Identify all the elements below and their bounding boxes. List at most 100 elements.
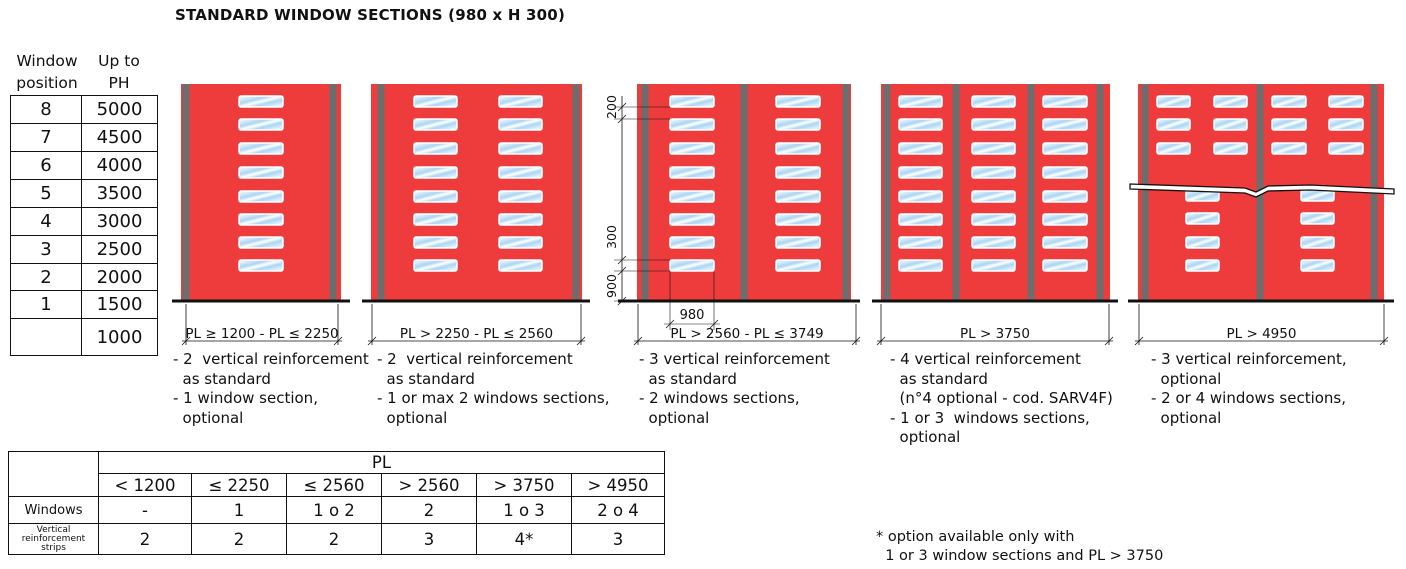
pl-cell: 3 xyxy=(381,523,477,555)
window-section xyxy=(413,213,458,226)
window-section xyxy=(1185,236,1220,249)
window-section xyxy=(775,95,821,108)
pl-row-label: Windows xyxy=(8,496,99,524)
window-section xyxy=(669,190,715,203)
window-section xyxy=(971,236,1016,249)
window-section xyxy=(1042,95,1088,108)
vertical-reinforcement-strip xyxy=(740,84,748,300)
window-section xyxy=(413,259,458,272)
ph-value: 5000 xyxy=(81,95,158,124)
window-section xyxy=(238,142,284,155)
page-title: STANDARD WINDOW SECTIONS (980 x H 300) xyxy=(175,6,565,24)
window-section xyxy=(413,166,458,179)
pl-column-header: < 1200 xyxy=(98,473,192,497)
vertical-reinforcement-strip xyxy=(952,84,960,300)
dimension-tick xyxy=(367,336,377,346)
window-section xyxy=(413,236,458,249)
window-section xyxy=(971,142,1016,155)
window-section xyxy=(898,95,943,108)
window-section xyxy=(971,95,1016,108)
window-section xyxy=(1156,118,1191,131)
door-panel-1: PL ≥ 1200 - PL ≤ 2250 xyxy=(172,84,350,346)
window-section xyxy=(1156,95,1191,108)
dimension-200-label: 200 xyxy=(604,95,619,119)
position-row: 1 1500 xyxy=(10,290,158,319)
pl-cell: 2 xyxy=(191,523,287,555)
window-section xyxy=(1042,213,1088,226)
panel-3-notes: - 3 vertical reinforcement as standard -… xyxy=(639,350,830,427)
panel-3-dimensions: 200 300 900 980 xyxy=(604,95,720,330)
pl-range-label: PL > 2560 - PL ≤ 3749 xyxy=(670,326,823,342)
window-section xyxy=(413,95,458,108)
pl-cell: 2 o 4 xyxy=(571,496,665,524)
window-section xyxy=(1042,236,1088,249)
vertical-reinforcement-strip xyxy=(641,84,649,300)
dimension-980-label: 980 xyxy=(680,308,705,323)
window-section xyxy=(669,142,715,155)
window-section xyxy=(775,118,821,131)
window-section xyxy=(775,213,821,226)
window-section xyxy=(669,236,715,249)
window-section xyxy=(971,118,1016,131)
window-section xyxy=(498,236,543,249)
window-section xyxy=(498,118,543,131)
pl-column-header: > 2560 xyxy=(381,473,477,497)
pl-cell: 2 xyxy=(286,523,382,555)
pl-cell: 2 xyxy=(381,496,477,524)
vertical-reinforcement-strip xyxy=(883,84,891,300)
window-section xyxy=(1328,118,1364,131)
window-section xyxy=(498,166,543,179)
pl-range-label: PL > 4950 xyxy=(1227,326,1297,342)
window-section xyxy=(498,213,543,226)
door-panel-2: PL > 2250 - PL ≤ 2560 xyxy=(362,84,590,346)
window-section xyxy=(1213,95,1248,108)
window-section xyxy=(1042,166,1088,179)
window-section xyxy=(898,213,943,226)
ph-value: 1500 xyxy=(81,290,158,319)
window-section xyxy=(1213,118,1248,131)
window-section xyxy=(971,213,1016,226)
window-section xyxy=(1213,142,1248,155)
dimension-tick xyxy=(1104,336,1114,346)
window-section xyxy=(1185,212,1220,225)
vertical-reinforcement-strip xyxy=(377,84,385,300)
position-row: 1000 xyxy=(10,318,158,356)
window-section xyxy=(498,259,543,272)
window-section xyxy=(775,142,821,155)
window-section xyxy=(971,259,1016,272)
window-section xyxy=(898,166,943,179)
window-section xyxy=(238,118,284,131)
window-section xyxy=(898,142,943,155)
window-section xyxy=(1271,95,1307,108)
window-section xyxy=(669,259,715,272)
up-to-ph-header: Up to PH xyxy=(98,52,140,92)
vertical-reinforcement-strip xyxy=(1096,84,1104,300)
window-section xyxy=(1156,142,1191,155)
position-row: 2 2000 xyxy=(10,263,158,291)
dimension-tick xyxy=(181,336,191,346)
pl-range-label: PL ≥ 1200 - PL ≤ 2250 xyxy=(185,326,338,342)
dimension-tick xyxy=(1379,336,1389,346)
window-section xyxy=(238,259,284,272)
window-section xyxy=(898,190,943,203)
footnote: * option available only with 1 or 3 wind… xyxy=(876,529,1164,564)
pl-header: PL xyxy=(98,451,665,474)
window-section xyxy=(1042,142,1088,155)
window-section xyxy=(971,166,1016,179)
window-section xyxy=(1300,189,1335,202)
pl-range-label: PL > 3750 xyxy=(960,326,1030,342)
position-row: 4 3000 xyxy=(10,207,158,236)
position-value: 1 xyxy=(10,290,82,319)
window-section xyxy=(1042,190,1088,203)
window-section xyxy=(238,236,284,249)
pl-cell: 1 o 3 xyxy=(476,496,572,524)
window-section xyxy=(413,142,458,155)
pl-cell: 1 xyxy=(191,496,287,524)
pl-column-header: > 3750 xyxy=(476,473,572,497)
window-section xyxy=(669,118,715,131)
door-panel-4: PL > 3750 xyxy=(872,84,1118,346)
window-section xyxy=(669,95,715,108)
dimension-tick xyxy=(333,336,343,346)
window-section xyxy=(1042,118,1088,131)
